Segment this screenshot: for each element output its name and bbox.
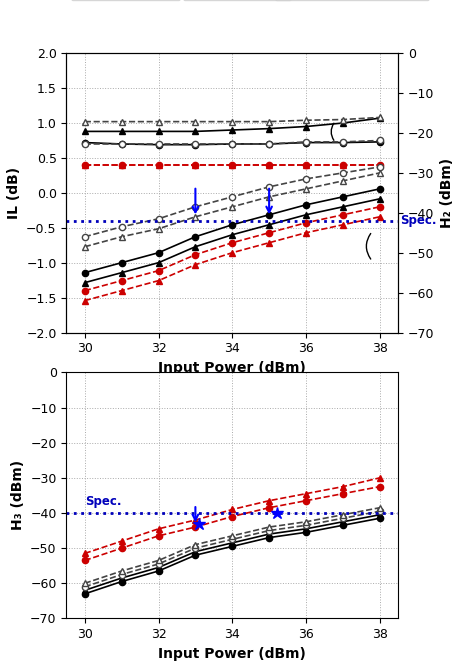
X-axis label: Input Power (dBm): Input Power (dBm) <box>158 647 306 661</box>
Text: Spec.: Spec. <box>400 214 437 227</box>
Text: Spec.: Spec. <box>85 495 121 508</box>
Y-axis label: H₃ (dBm): H₃ (dBm) <box>10 460 25 531</box>
Y-axis label: IL (dB): IL (dB) <box>7 167 20 219</box>
Y-axis label: H₂ (dBm): H₂ (dBm) <box>440 158 454 228</box>
X-axis label: Input Power (dBm): Input Power (dBm) <box>158 361 306 375</box>
